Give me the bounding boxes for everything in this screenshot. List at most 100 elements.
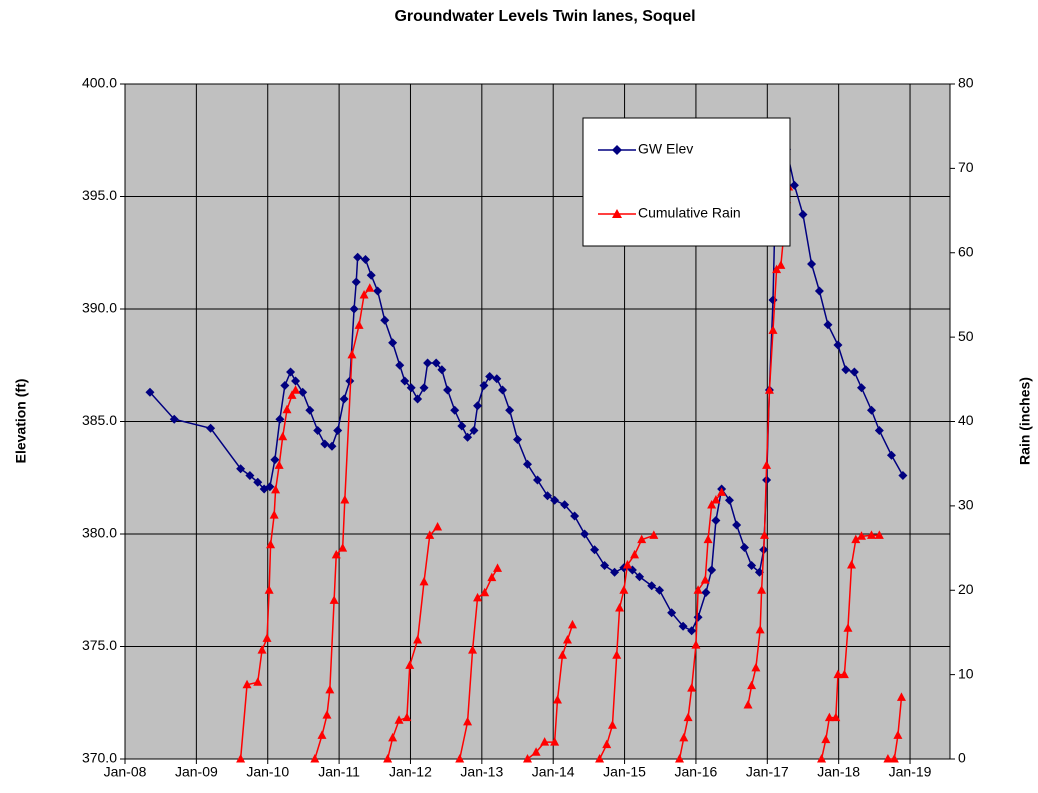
data-point [457, 421, 467, 431]
data-point [463, 716, 473, 726]
data-point [291, 385, 301, 394]
data-point [505, 405, 515, 415]
legend: GW Elev Cumulative Rain [582, 117, 791, 247]
data-point [433, 521, 443, 531]
data-point [331, 549, 341, 559]
data-point [395, 360, 405, 370]
data-point [322, 710, 332, 719]
data-point [338, 543, 348, 552]
data-point [711, 516, 721, 525]
data-point [649, 530, 659, 539]
data-point [425, 530, 435, 539]
data-point [310, 754, 320, 763]
y-tick-label: 400.0 [82, 75, 117, 91]
data-point [245, 471, 255, 480]
data-point [280, 381, 290, 390]
data-point [269, 510, 279, 519]
y2-tick-label: 40 [958, 412, 974, 428]
data-point [388, 338, 398, 348]
data-point [814, 286, 824, 296]
data-point [373, 286, 383, 296]
y-tick-label: 390.0 [82, 300, 117, 316]
y2-tick-label: 70 [958, 159, 974, 175]
data-point [253, 677, 263, 686]
data-point [473, 592, 483, 602]
data-point [570, 511, 580, 521]
data-point [271, 484, 281, 494]
data-point [349, 304, 359, 314]
data-point [857, 531, 867, 540]
data-point [622, 559, 632, 569]
x-tick-label: Jan-10 [246, 764, 289, 780]
data-point [847, 559, 857, 569]
data-point [619, 585, 629, 594]
data-point [493, 563, 503, 572]
legend-label: Cumulative Rain [638, 205, 741, 221]
data-point [817, 754, 827, 763]
data-point [423, 358, 433, 368]
data-point [776, 260, 786, 269]
data-point [751, 662, 761, 672]
y-tick-label: 375.0 [82, 637, 117, 653]
data-point [612, 650, 622, 659]
data-point [287, 390, 297, 399]
y2-tick-label: 20 [958, 581, 974, 597]
y-tick-label: 385.0 [82, 412, 117, 428]
legend-label: GW Elev [638, 141, 693, 157]
data-point [431, 358, 441, 368]
data-point [320, 439, 330, 449]
y2-tick-label: 60 [958, 243, 974, 259]
data-point [333, 426, 343, 435]
data-point [607, 720, 617, 729]
x-tick-label: Jan-12 [389, 764, 432, 780]
legend-marker [612, 145, 622, 155]
data-point [849, 367, 859, 377]
data-point [347, 349, 357, 359]
data-point [405, 660, 415, 669]
data-point [843, 623, 853, 632]
data-point [266, 539, 276, 549]
x-tick-label: Jan-19 [889, 764, 932, 780]
data-point [480, 587, 490, 597]
data-point [701, 588, 711, 597]
data-point [498, 385, 508, 395]
data-point [647, 581, 657, 591]
data-point [340, 494, 350, 504]
data-point [833, 340, 843, 350]
data-point [286, 367, 296, 377]
data-point [700, 575, 710, 584]
data-point [540, 737, 550, 746]
data-point [419, 576, 429, 586]
data-point [560, 500, 570, 510]
data-point [282, 404, 292, 414]
data-point [687, 683, 697, 692]
data-point [305, 405, 315, 415]
data-point [866, 405, 876, 415]
x-tick-label: Jan-09 [175, 764, 218, 780]
y2-tick-label: 0 [958, 750, 966, 766]
data-point [345, 376, 355, 386]
data-point [437, 365, 447, 375]
data-point [492, 374, 502, 384]
data-point [419, 383, 429, 393]
data-point [145, 387, 155, 397]
data-point [388, 732, 398, 742]
data-point [257, 645, 267, 654]
data-point [789, 180, 799, 190]
x-tick-label: Jan-18 [817, 764, 860, 780]
data-point [580, 529, 590, 539]
data-point [339, 394, 349, 404]
x-tick-label: Jan-15 [603, 764, 646, 780]
data-point [406, 383, 416, 393]
legend-box [582, 117, 791, 247]
data-point [683, 712, 693, 722]
data-point [839, 669, 849, 679]
data-point [353, 252, 363, 262]
data-point [717, 487, 727, 496]
data-point [759, 530, 769, 539]
data-point [550, 737, 560, 746]
y2-tick-label: 80 [958, 75, 974, 91]
data-point [893, 730, 903, 739]
x-tick-label: Jan-17 [746, 764, 789, 780]
data-point [807, 259, 817, 269]
